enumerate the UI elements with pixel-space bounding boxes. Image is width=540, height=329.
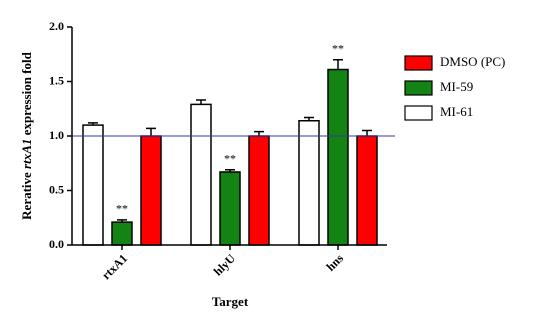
- y-tick-label: 1.0: [49, 128, 64, 142]
- x-tick-label: hns: [323, 251, 346, 274]
- y-tick-label: 0.5: [49, 182, 64, 196]
- legend-swatch: [404, 55, 433, 71]
- y-tick-label: 0.0: [49, 237, 64, 251]
- bar: [219, 171, 241, 246]
- error-bar: [254, 130, 264, 136]
- legend-swatch: [404, 80, 433, 96]
- annotation: **: [332, 41, 344, 55]
- x-tick-label: rtxA1: [99, 251, 130, 282]
- x-axis-label: Target: [212, 294, 249, 309]
- bar: [111, 221, 133, 246]
- error-bar: [88, 122, 98, 126]
- y-axis-label: Rerative rtxA1 expression fold: [19, 51, 34, 219]
- error-bar: [225, 169, 235, 172]
- bar: [356, 135, 378, 246]
- bar: [327, 68, 349, 246]
- x-tick-label: hlyU: [211, 251, 239, 279]
- error-bar: [362, 129, 372, 136]
- annotation: **: [224, 152, 236, 166]
- y-label-part: Rerative: [19, 169, 34, 220]
- error-bar: [304, 116, 314, 121]
- legend-label: MI-59: [440, 79, 473, 94]
- y-tick-label: 2.0: [49, 19, 64, 33]
- bar: [190, 103, 212, 246]
- legend-label: DMSO (PC): [440, 54, 505, 69]
- error-bar: [196, 99, 206, 105]
- bar: [82, 124, 104, 246]
- y-label-part: expression fold: [19, 51, 34, 138]
- bar: [298, 119, 320, 246]
- error-bar: [117, 219, 127, 223]
- annotation: **: [116, 202, 128, 216]
- error-bar: [333, 58, 343, 70]
- y-label-part: rtxA1: [19, 139, 34, 169]
- y-tick-label: 1.5: [49, 73, 64, 87]
- bar: [248, 135, 270, 246]
- bar: [140, 135, 162, 246]
- legend-label: MI-61: [440, 104, 473, 119]
- legend-swatch: [404, 105, 433, 121]
- error-bar: [146, 127, 156, 136]
